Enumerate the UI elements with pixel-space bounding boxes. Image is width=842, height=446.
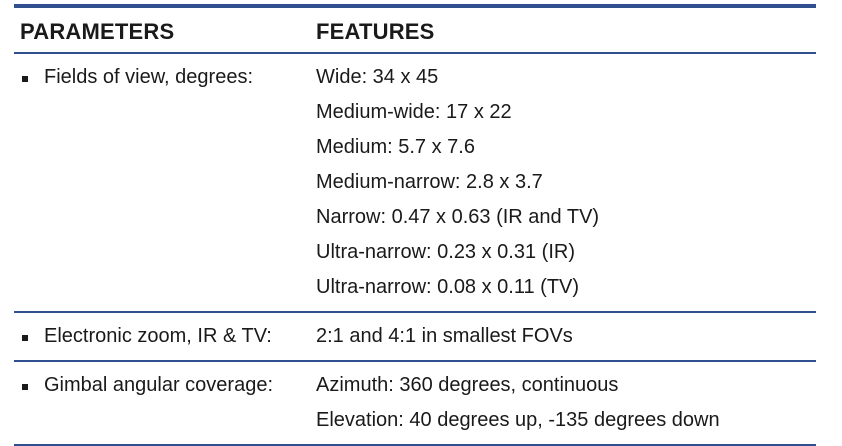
feature-line: Medium-wide: 17 x 22 (316, 101, 512, 123)
feature-line: Wide: 34 x 45 (316, 66, 439, 88)
parameter-label: Gimbal angular coverage: (44, 374, 274, 396)
parameter-cell: Gimbal angular coverage: (14, 368, 316, 438)
features-cell: Azimuth: 360 degrees, continuous Elevati… (316, 368, 816, 438)
feature-line: Narrow: 0.47 x 0.63 (IR and TV) (316, 206, 600, 228)
feature-line: Medium-narrow: 2.8 x 3.7 (316, 171, 543, 193)
spec-table: PARAMETERS FEATURES Fields of view, degr… (14, 4, 816, 446)
features-cell: 2:1 and 4:1 in smallest FOVs (316, 319, 816, 354)
table-row: Fields of view, degrees: Wide: 34 x 45 M… (14, 54, 816, 313)
parameter-cell: Electronic zoom, IR & TV: (14, 319, 316, 354)
table-row: Gimbal angular coverage: Azimuth: 360 de… (14, 362, 816, 446)
top-rule (14, 4, 816, 8)
feature-line: Ultra-narrow: 0.23 x 0.31 (IR) (316, 241, 575, 263)
bullet-icon (22, 384, 28, 390)
header-features: FEATURES (316, 19, 435, 44)
feature-line: Elevation: 40 degrees up, -135 degrees d… (316, 409, 720, 431)
bullet-icon (22, 335, 28, 341)
parameter-cell: Fields of view, degrees: (14, 60, 316, 305)
header-row: PARAMETERS FEATURES (14, 8, 816, 54)
feature-line: Azimuth: 360 degrees, continuous (316, 374, 619, 396)
features-cell: Wide: 34 x 45 Medium-wide: 17 x 22 Mediu… (316, 60, 816, 305)
feature-line: 2:1 and 4:1 in smallest FOVs (316, 325, 573, 347)
bullet-icon (22, 76, 28, 82)
table-row: Electronic zoom, IR & TV: 2:1 and 4:1 in… (14, 313, 816, 362)
feature-line: Ultra-narrow: 0.08 x 0.11 (TV) (316, 276, 580, 298)
header-parameters: PARAMETERS (20, 19, 175, 44)
parameter-label: Fields of view, degrees: (44, 66, 253, 88)
feature-line: Medium: 5.7 x 7.6 (316, 136, 475, 158)
parameter-label: Electronic zoom, IR & TV: (44, 325, 272, 347)
